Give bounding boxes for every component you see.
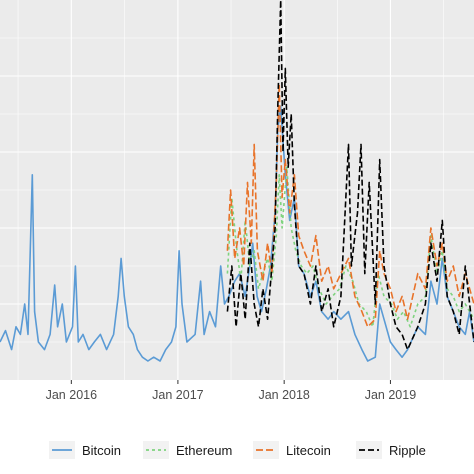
- legend-key-ethereum: [143, 441, 169, 459]
- legend-label-litecoin: Litecoin: [286, 443, 331, 458]
- legend-label-ethereum: Ethereum: [176, 443, 232, 458]
- x-tick-label: Jan 2018: [258, 388, 309, 402]
- series-line-litecoin: [226, 82, 474, 328]
- x-tick-label: Jan 2016: [46, 388, 97, 402]
- legend-label-ripple: Ripple: [389, 443, 426, 458]
- series-lines: [0, 0, 474, 362]
- legend: Bitcoin Ethereum Litecoin Ripple: [49, 441, 426, 459]
- series-line-ripple: [226, 0, 474, 351]
- x-tick-label: Jan 2017: [152, 388, 203, 402]
- x-tick-label: Jan 2019: [365, 388, 416, 402]
- legend-label-bitcoin: Bitcoin: [82, 443, 121, 458]
- grid-lines: [0, 0, 474, 380]
- series-line-bitcoin: [0, 105, 474, 362]
- x-axis: Jan 2016 Jan 2017 Jan 2018 Jan 2019: [46, 380, 416, 402]
